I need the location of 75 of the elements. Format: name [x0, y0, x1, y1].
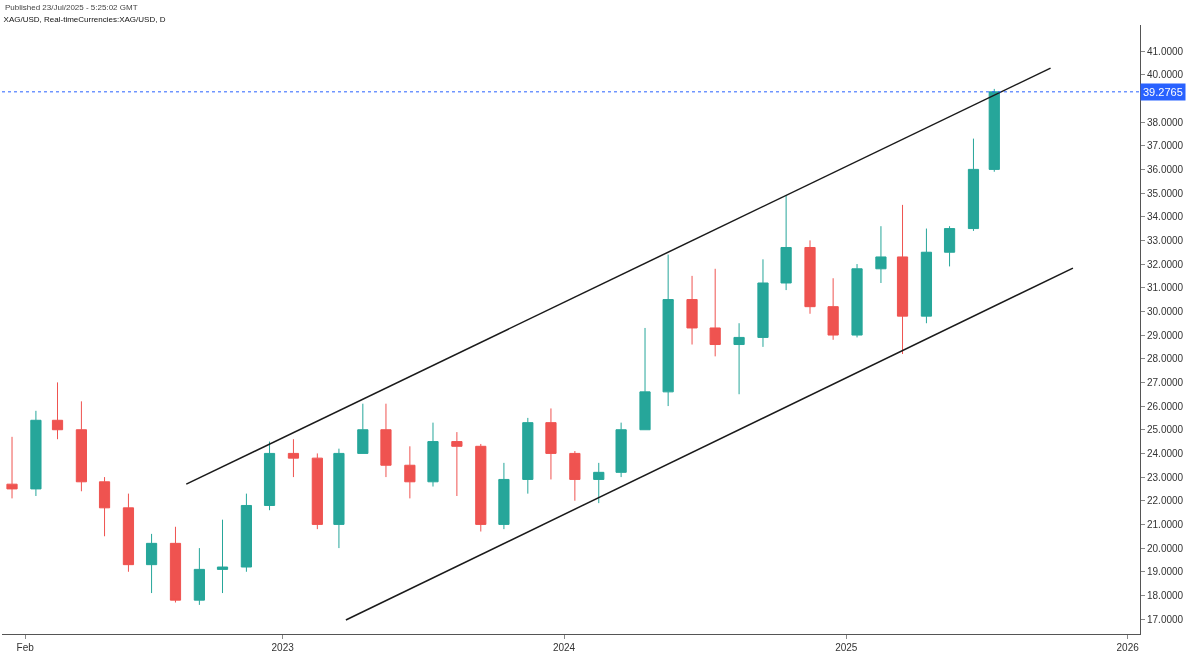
candlestick — [311, 452, 323, 530]
candlestick — [757, 258, 769, 348]
y-tick-label: 37.0000 — [1147, 140, 1184, 152]
y-tick-label: 40.0000 — [1147, 69, 1184, 81]
x-tick-label: 2024 — [552, 642, 576, 653]
candlestick — [145, 533, 158, 594]
ref-line-label: 39.2765 — [1143, 86, 1183, 98]
text: Published 23/Jul/2025 - 5:25:02 GMT — [5, 3, 138, 12]
y-tick-label: 25.0000 — [1147, 424, 1184, 436]
y-tick-label: 18.0000 — [1147, 589, 1184, 601]
y-tick-label: 22.0000 — [1147, 495, 1184, 507]
candlestick — [475, 443, 487, 533]
candlestick — [780, 194, 792, 291]
y-tick-label: 30.0000 — [1147, 305, 1184, 317]
candlestick — [263, 441, 276, 511]
y-tick-label: 19.0000 — [1147, 566, 1184, 578]
chart-title: XAG/USD, Real-timeCurrencies:XAG/USD, D — [3, 14, 166, 24]
x-tick-label: 2023 — [271, 642, 295, 653]
candlestick — [967, 138, 980, 232]
candlestick — [639, 327, 651, 431]
candlestick — [709, 268, 721, 357]
y-tick-label: 38.0000 — [1147, 116, 1184, 128]
candlestick — [427, 422, 439, 488]
candlestick — [522, 417, 534, 495]
candlestick — [30, 410, 42, 497]
y-tick-label: 27.0000 — [1147, 376, 1184, 388]
candlestick — [193, 547, 205, 606]
candlestick — [827, 277, 839, 341]
candlestick — [51, 381, 64, 440]
candlestick — [896, 204, 909, 355]
candlestick — [169, 526, 182, 604]
y-tick-label: 33.0000 — [1147, 234, 1184, 246]
candlestick — [498, 462, 510, 530]
y-tick-label: 32.0000 — [1147, 258, 1184, 270]
y-tick-label: 26.0000 — [1147, 400, 1184, 412]
candlestick — [545, 407, 557, 480]
y-tick-label: 29.0000 — [1147, 329, 1184, 341]
candlestick — [216, 519, 229, 594]
candlestick — [98, 476, 111, 537]
candlestick — [804, 239, 816, 315]
candlestick — [851, 263, 863, 338]
candlestick — [404, 445, 416, 499]
y-tick-label: 34.0000 — [1147, 211, 1184, 223]
candlestick — [380, 403, 392, 478]
y-tick-label: 28.0000 — [1147, 353, 1184, 365]
candlestick — [75, 400, 88, 492]
candlestick — [240, 493, 253, 573]
y-tick-label: 21.0000 — [1147, 518, 1184, 530]
candlestick — [988, 88, 1000, 173]
y-tick-label: 23.0000 — [1147, 471, 1184, 483]
y-tick-label: 24.0000 — [1147, 447, 1184, 459]
y-tick-label: 41.0000 — [1147, 45, 1184, 57]
candlestick — [875, 225, 887, 284]
x-tick-label: Feb — [16, 642, 35, 653]
candlestick — [357, 403, 369, 454]
candlestick — [733, 322, 745, 395]
x-tick-label: 2026 — [1116, 642, 1140, 653]
x-tick-label: 2025 — [835, 642, 858, 653]
y-tick-label: 17.0000 — [1147, 613, 1184, 625]
candlestick — [615, 422, 627, 478]
candlestick — [686, 275, 698, 346]
candlestick — [6, 436, 18, 499]
candlestick — [451, 431, 463, 497]
candlestick — [122, 493, 135, 573]
candlestick — [287, 438, 300, 478]
candlestick — [943, 225, 956, 267]
candlestick — [333, 448, 345, 549]
candlestick — [593, 462, 605, 504]
candlestick — [569, 450, 581, 502]
y-tick-label: 36.0000 — [1147, 163, 1184, 175]
y-tick-label: 20.0000 — [1147, 542, 1184, 554]
y-tick-label: 35.0000 — [1147, 187, 1184, 199]
candlestick — [662, 254, 674, 407]
candlestick — [920, 228, 933, 324]
y-tick-label: 31.0000 — [1147, 282, 1184, 294]
